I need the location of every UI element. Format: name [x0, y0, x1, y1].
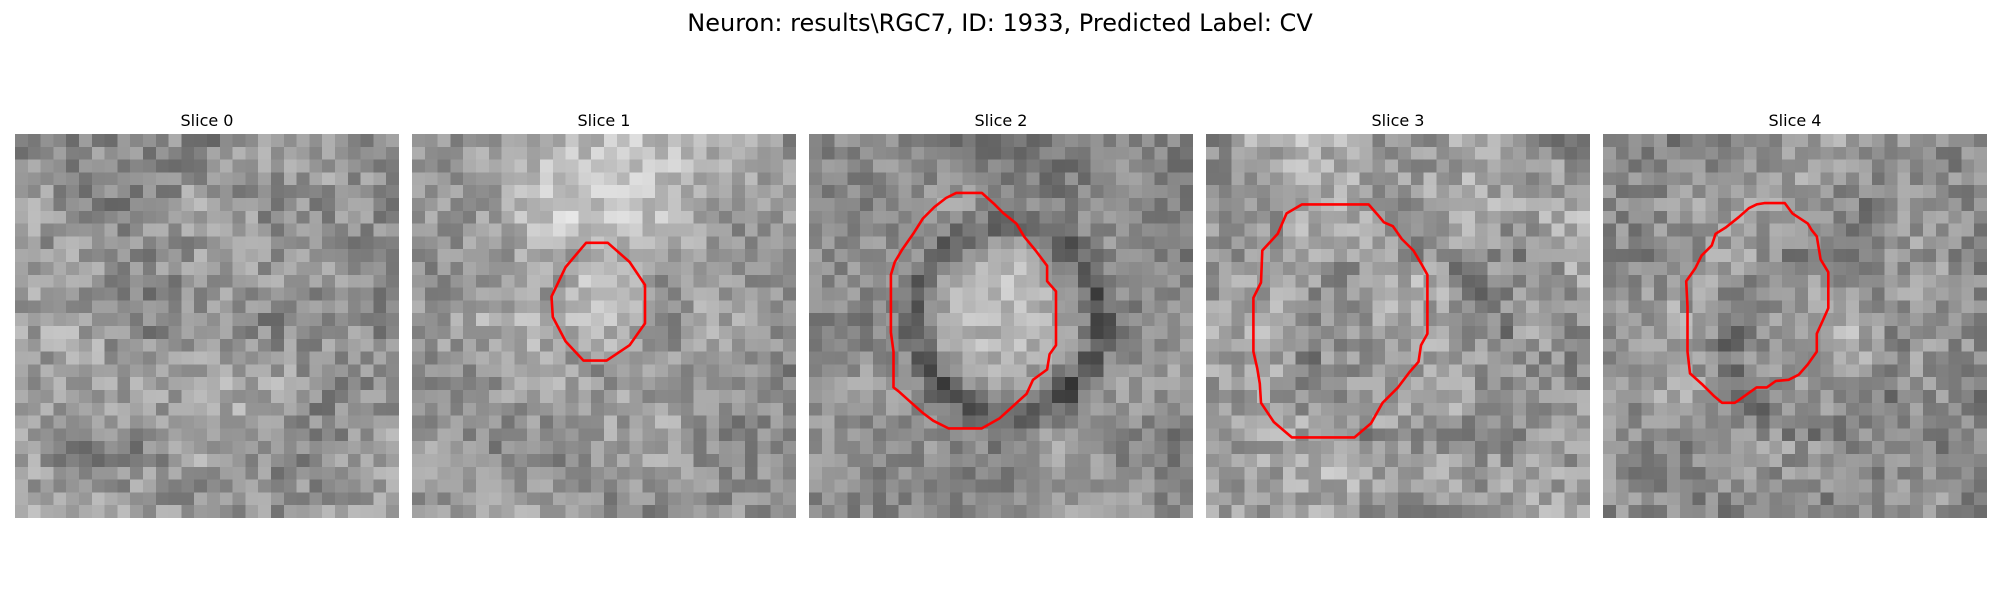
pixel-grid	[1206, 134, 1590, 518]
pixel-grid	[1603, 134, 1987, 518]
slice-title-2: Slice 2	[974, 111, 1028, 130]
cell-outline	[550, 241, 647, 362]
slice-panel-3: Slice 3	[1206, 108, 1590, 518]
figure-title: Neuron: results\RGC7, ID: 1933, Predicte…	[687, 9, 1313, 37]
cell-outline	[1684, 201, 1830, 405]
slice-title-4: Slice 4	[1768, 111, 1822, 130]
slice-panel-4: Slice 4	[1603, 108, 1987, 518]
pixel-grid	[15, 134, 399, 518]
slice-title-3: Slice 3	[1371, 111, 1425, 130]
slice-image-1	[412, 134, 796, 518]
pixel-grid	[809, 134, 1193, 518]
slice-image-3	[1206, 134, 1590, 518]
slice-image-2	[809, 134, 1193, 518]
slice-image-0	[15, 134, 399, 518]
cell-outline	[889, 191, 1058, 430]
cell-outline	[1252, 203, 1429, 439]
slice-image-4	[1603, 134, 1987, 518]
slice-title-0: Slice 0	[180, 111, 234, 130]
slice-panel-1: Slice 1	[412, 108, 796, 518]
pixel-grid	[412, 134, 796, 518]
slice-title-1: Slice 1	[577, 111, 631, 130]
slice-panel-2: Slice 2	[809, 108, 1193, 518]
slice-panel-0: Slice 0	[15, 108, 399, 518]
